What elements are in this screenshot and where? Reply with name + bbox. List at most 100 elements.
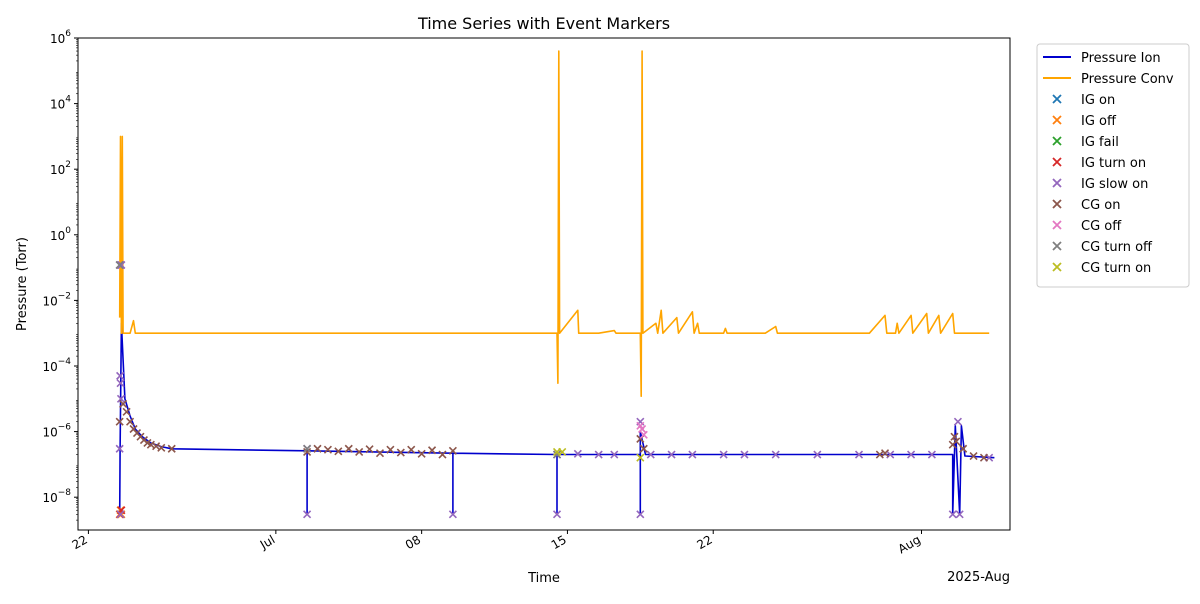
marker-cg-on	[303, 447, 312, 456]
marker-cg-on	[157, 443, 166, 452]
x-tick-label: 22	[694, 532, 714, 552]
marker-ig-slow-on	[115, 444, 124, 453]
legend-label-cg-off: CG off	[1081, 219, 1122, 234]
marker-cg-off	[639, 430, 648, 439]
marker-ig-slow-on	[948, 510, 957, 519]
marker-ig-slow-on	[552, 510, 562, 519]
marker-cg-on	[969, 451, 978, 461]
marker-ig-slow-on	[907, 450, 916, 459]
marker-ig-slow-on	[116, 371, 125, 380]
marker-cg-on	[334, 447, 343, 456]
marker-ig-slow-on	[771, 450, 780, 459]
legend-swatch-cg-off	[1052, 220, 1062, 230]
marker-cg-on	[355, 447, 364, 456]
plot-area	[77, 37, 1011, 531]
legend-swatch-ig-on	[1052, 94, 1062, 104]
marker-cg-on	[979, 453, 989, 462]
marker-ig-slow-on	[740, 450, 749, 459]
marker-ig-slow-on	[927, 450, 936, 459]
plot-series	[115, 50, 995, 519]
marker-cg-on	[407, 445, 416, 454]
y-axis-ticks: 10−8 10−6 10−4 10−2 100 102 104 106	[42, 29, 78, 521]
marker-cg-off	[637, 424, 647, 434]
legend-box	[1036, 43, 1190, 288]
marker-ig-slow-on	[636, 510, 645, 519]
marker-ig-slow-on	[646, 450, 655, 459]
marker-cg-turn-on	[636, 453, 645, 462]
legend-label-ig-fail: IG fail	[1081, 135, 1119, 150]
legend-swatch-ig-slow-on	[1052, 178, 1062, 188]
marker-cg-on	[639, 444, 648, 453]
marker-ig-slow-on	[303, 510, 312, 519]
marker-cg-on	[313, 444, 322, 453]
marker-ig-slow-on	[117, 260, 126, 270]
marker-cg-on	[427, 446, 437, 455]
marker-cg-on	[167, 444, 176, 453]
legend-label-ig-on: IG on	[1081, 93, 1115, 108]
legend-label-cg-turn-off: CG turn off	[1081, 240, 1153, 255]
marker-cg-on	[119, 399, 128, 408]
legend-label-ig-off: IG off	[1081, 114, 1117, 129]
x-tick-label: 22	[70, 532, 90, 552]
marker-cg-turn-on	[558, 447, 567, 456]
marker-ig-slow-on	[116, 510, 125, 519]
marker-cg-on	[396, 448, 405, 457]
marker-cg-on	[375, 449, 385, 458]
legend-swatch-cg-turn-on	[1052, 262, 1062, 272]
legend-label-pressure-conv: Pressure Conv	[1081, 72, 1174, 87]
x-axis-offset-label: 2025-Aug	[947, 570, 1010, 585]
marker-cg-turn-off	[303, 444, 312, 453]
marker-cg-on	[152, 442, 161, 451]
marker-cg-turn-off	[115, 260, 124, 270]
series-line-pressure-ion	[118, 322, 995, 516]
y-tick-label: 10−2	[42, 291, 71, 308]
y-tick-label: 104	[50, 95, 71, 112]
marker-ig-slow-on	[594, 450, 603, 459]
x-tick-label: 15	[549, 532, 569, 552]
marker-cg-on	[952, 437, 961, 446]
marker-cg-on	[438, 450, 447, 459]
y-tick-label: 100	[50, 226, 71, 243]
legend-label-cg-on: CG on	[1081, 198, 1120, 213]
marker-cg-on	[880, 449, 890, 458]
y-tick-label: 10−4	[42, 357, 71, 374]
plot-background	[78, 38, 1010, 530]
x-tick-label: Jul	[257, 532, 277, 552]
y-tick-label: 102	[50, 160, 71, 177]
marker-cg-on	[323, 445, 332, 454]
legend: Pressure Ion Pressure Conv IG on IG off IG f…	[1036, 43, 1190, 288]
y-tick-label: 10−6	[42, 423, 71, 440]
marker-cg-on	[959, 444, 968, 453]
marker-ig-slow-on	[448, 510, 457, 519]
marker-ig-slow-on	[854, 450, 864, 459]
marker-ig-slow-on	[953, 417, 962, 426]
marker-ig-slow-on	[116, 379, 125, 388]
legend-label-ig-slow-on: IG slow on	[1081, 177, 1148, 192]
marker-ig-slow-on	[688, 450, 697, 459]
marker-cg-on	[126, 417, 135, 426]
legend-swatch-ig-fail	[1052, 136, 1062, 146]
marker-cg-on	[115, 417, 124, 426]
legend-swatch-cg-on	[1052, 199, 1062, 209]
series-line-pressure-conv	[118, 50, 990, 397]
y-tick-label: 10−8	[42, 488, 71, 505]
marker-ig-slow-on	[573, 449, 582, 458]
legend-swatch-ig-turn-on	[1052, 157, 1062, 167]
marker-ig-slow-on	[116, 394, 126, 403]
marker-cg-on	[386, 445, 395, 454]
marker-ig-slow-on	[610, 450, 619, 459]
x-axis-ticks: 22 Jul 08 15 22 Aug	[70, 530, 923, 556]
marker-cg-on	[950, 432, 959, 441]
plot-frame	[77, 37, 1011, 531]
marker-ig-slow-on	[955, 510, 964, 519]
marker-cg-on	[344, 444, 353, 453]
legend-label-ig-turn-on: IG turn on	[1081, 156, 1146, 171]
marker-cg-on	[365, 445, 374, 454]
chart-title: Time Series with Event Markers	[417, 14, 670, 33]
x-axis-label: Time	[527, 571, 560, 586]
x-tick-label: 08	[403, 532, 423, 552]
y-axis-label: Pressure (Torr)	[15, 237, 30, 331]
marker-ig-slow-on	[719, 450, 728, 459]
